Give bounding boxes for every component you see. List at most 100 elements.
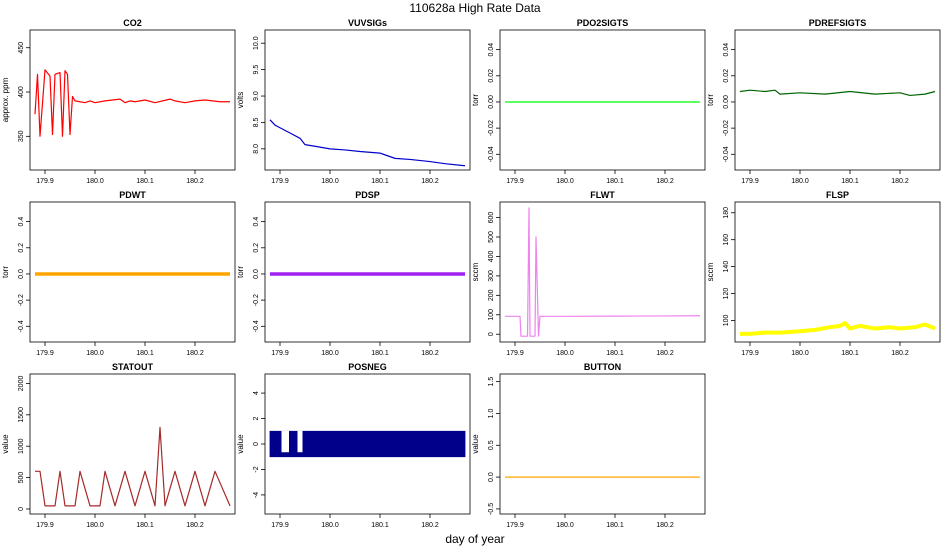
panel-title: FLSP bbox=[826, 190, 849, 200]
panel-title: STATOUT bbox=[112, 362, 153, 372]
y-tick-label: 120 bbox=[723, 288, 730, 300]
y-tick-label: 2000 bbox=[18, 376, 25, 392]
y-tick-label: -2 bbox=[253, 466, 260, 472]
y-tick-label: 450 bbox=[18, 42, 25, 54]
x-tick-label: 180.2 bbox=[656, 522, 674, 529]
y-axis-label: value bbox=[1, 434, 10, 454]
x-tick-label: 180.2 bbox=[421, 350, 439, 357]
x-tick-label: 179.9 bbox=[36, 350, 54, 357]
figure-xlabel: day of year bbox=[445, 532, 504, 546]
panel-flwt: FLWT 179.9 180.0 180.1 180.2 0 100 200 300 400 500… bbox=[471, 190, 706, 357]
x-tick-label: 179.9 bbox=[506, 522, 524, 529]
x-tick-label: 180.0 bbox=[556, 350, 574, 357]
x-tick-label: 180.1 bbox=[371, 178, 389, 185]
y-tick-label: 100 bbox=[488, 309, 495, 321]
x-tick-label: 179.9 bbox=[271, 178, 289, 185]
y-axis-label: sccm bbox=[706, 262, 715, 281]
x-tick-label: 179.9 bbox=[36, 178, 54, 185]
x-tick-label: 180.0 bbox=[791, 350, 809, 357]
band-gap bbox=[297, 430, 303, 453]
x-tick-label: 180.2 bbox=[186, 350, 204, 357]
y-tick-label: 500 bbox=[18, 472, 25, 484]
y-tick-label: 200 bbox=[488, 289, 495, 301]
y-axis-label: torr bbox=[706, 94, 715, 106]
panel-flsp: FLSP 179.9 180.0 180.1 180.2 100 120 140 160 180 s… bbox=[706, 190, 941, 357]
x-tick-label: 180.2 bbox=[891, 178, 909, 185]
y-tick-label: 180 bbox=[723, 207, 730, 219]
band-gap bbox=[281, 430, 289, 453]
y-axis-label: value bbox=[471, 434, 480, 454]
x-tick-label: 180.0 bbox=[556, 178, 574, 185]
y-tick-label: 1.5 bbox=[488, 377, 495, 387]
y-tick-label: 1000 bbox=[18, 438, 25, 454]
y-tick-label: 0.04 bbox=[723, 43, 730, 57]
panel-title: PDO2SIGTS bbox=[577, 18, 629, 28]
x-tick-label: 180.1 bbox=[136, 350, 154, 357]
y-tick-label: 0.4 bbox=[253, 217, 260, 227]
y-tick-label: 0.00 bbox=[488, 95, 495, 109]
y-tick-label: 8.0 bbox=[253, 144, 260, 154]
y-tick-label: 0.4 bbox=[18, 217, 25, 227]
y-tick-label: 160 bbox=[723, 234, 730, 246]
plot-frame bbox=[264, 201, 471, 343]
plot-frame bbox=[734, 201, 941, 343]
panel-pdo2sigts: PDO2SIGTS 179.9 180.0 180.1 180.2 -0.04 -0.02 0… bbox=[471, 18, 706, 185]
x-tick-label: 180.1 bbox=[606, 522, 624, 529]
y-tick-label: -0.2 bbox=[18, 294, 25, 306]
series-line bbox=[269, 119, 466, 167]
panel-co2: CO2 179.9 180.0 180.1 180.2 350 400 450 approx. … bbox=[1, 18, 236, 185]
y-tick-label: -0.2 bbox=[253, 294, 260, 306]
y-tick-label: 0.02 bbox=[488, 69, 495, 83]
series-line bbox=[740, 321, 936, 336]
x-tick-label: 180.0 bbox=[86, 178, 104, 185]
y-axis-label: torr bbox=[236, 266, 245, 278]
x-tick-label: 180.0 bbox=[86, 522, 104, 529]
y-axis-label: value bbox=[236, 434, 245, 454]
y-tick-label: 0.00 bbox=[723, 95, 730, 109]
y-tick-label: 0 bbox=[18, 507, 25, 511]
x-tick-label: 180.0 bbox=[321, 522, 339, 529]
y-tick-label: 140 bbox=[723, 261, 730, 273]
x-tick-label: 179.9 bbox=[36, 522, 54, 529]
x-tick-label: 180.2 bbox=[186, 178, 204, 185]
x-tick-label: 180.0 bbox=[321, 350, 339, 357]
y-tick-label: 0 bbox=[488, 332, 495, 336]
x-tick-label: 179.9 bbox=[271, 350, 289, 357]
y-tick-label: 0.0 bbox=[488, 472, 495, 482]
plot-frame bbox=[264, 29, 471, 171]
y-tick-label: 0.2 bbox=[18, 243, 25, 253]
panel-title: FLWT bbox=[590, 190, 615, 200]
x-tick-label: 180.1 bbox=[371, 522, 389, 529]
y-tick-label: 100 bbox=[723, 315, 730, 327]
x-tick-label: 180.2 bbox=[421, 178, 439, 185]
plot-frame bbox=[499, 373, 706, 515]
figure-title: 110628a High Rate Data bbox=[409, 1, 541, 15]
y-axis-label: approx. ppm bbox=[1, 77, 10, 122]
y-tick-label: 4 bbox=[253, 391, 260, 395]
x-tick-label: 180.2 bbox=[421, 522, 439, 529]
y-tick-label: -0.04 bbox=[488, 146, 495, 162]
panel-title: BUTTON bbox=[584, 362, 621, 372]
y-tick-label: 0.0 bbox=[253, 269, 260, 279]
y-tick-label: 500 bbox=[488, 231, 495, 243]
panel-title: PDREFSIGTS bbox=[809, 18, 867, 28]
y-tick-label: 0.04 bbox=[488, 43, 495, 57]
y-tick-label: 350 bbox=[18, 130, 25, 142]
y-tick-label: -0.02 bbox=[723, 120, 730, 136]
x-tick-label: 179.9 bbox=[741, 178, 759, 185]
panel-statout: STATOUT 179.9 180.0 180.1 180.2 0 500 1000 1500 2… bbox=[1, 362, 236, 529]
x-tick-label: 180.2 bbox=[656, 178, 674, 185]
panel-title: PDSP bbox=[355, 190, 380, 200]
y-tick-label: 1500 bbox=[18, 407, 25, 423]
plot-frame bbox=[29, 201, 236, 343]
plot-frame bbox=[734, 29, 941, 171]
y-tick-label: -0.4 bbox=[253, 320, 260, 332]
y-tick-label: 2 bbox=[253, 416, 260, 420]
panel-pdrefsigts: PDREFSIGTS 179.9 180.0 180.1 180.2 -0.04 -0.02… bbox=[706, 18, 941, 185]
x-tick-label: 180.1 bbox=[606, 350, 624, 357]
y-tick-label: 0.02 bbox=[723, 69, 730, 83]
panel-posneg: POSNEG 179.9 180.0 180.1 180.2 -4 -2 0 2 4 value bbox=[236, 362, 471, 529]
series-line bbox=[739, 89, 936, 97]
